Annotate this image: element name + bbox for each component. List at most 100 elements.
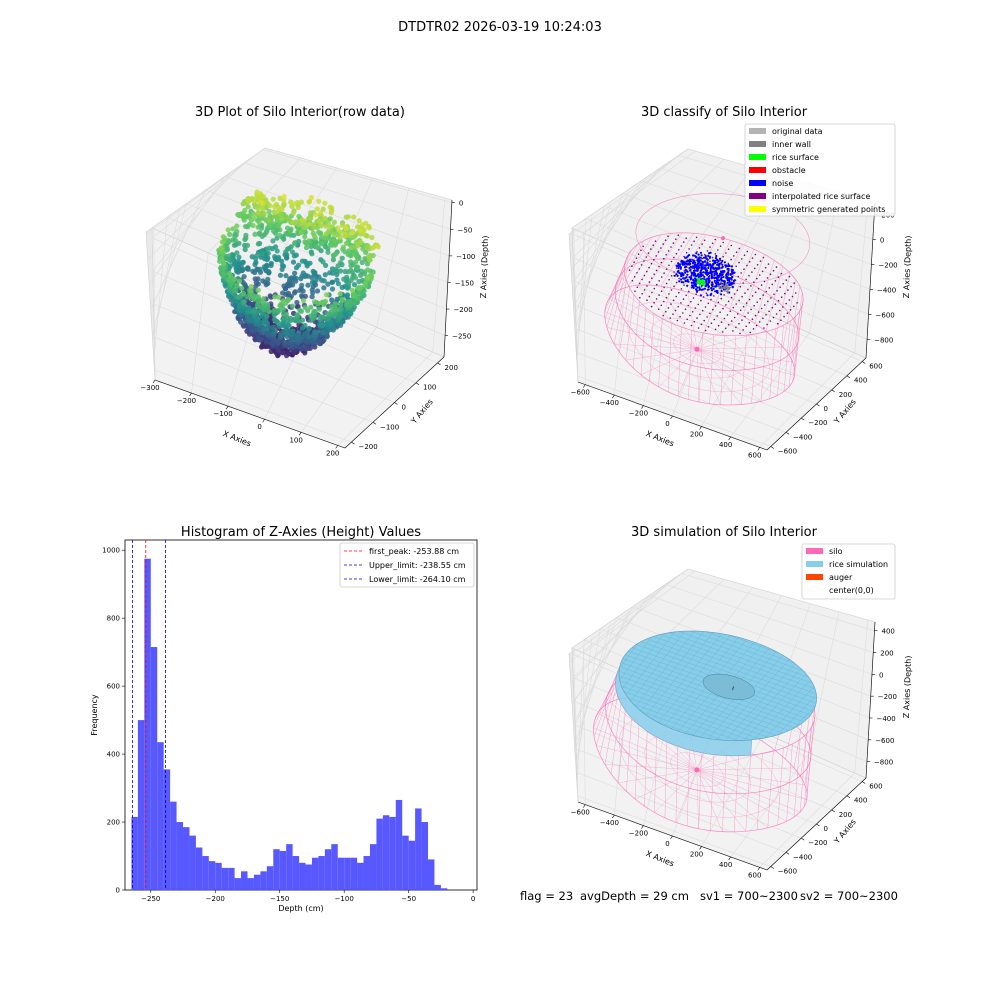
panel1-data-point xyxy=(317,231,324,237)
panel2-silo-wall-line xyxy=(765,266,784,332)
panel2-interpolated-point xyxy=(655,255,657,257)
panel2-silo-floor-spoke xyxy=(637,285,698,350)
panel2-interpolated-point xyxy=(699,313,701,316)
panel2-noise-point xyxy=(694,283,697,286)
panel2-interpolated-point xyxy=(698,247,701,249)
panel1-data-point xyxy=(221,271,227,277)
panel4-tick-label-y: 0 xyxy=(824,825,828,833)
panel1-data-point xyxy=(332,301,338,307)
panel1-data-point xyxy=(260,278,266,284)
panel2-noise-point xyxy=(718,274,721,277)
panel2-interpolated-point xyxy=(690,300,692,303)
panel2-interpolated-point xyxy=(730,258,732,261)
panel2-interpolated-point xyxy=(668,264,670,267)
panel2-noise-point xyxy=(679,278,683,281)
histogram-bar xyxy=(363,856,370,890)
panel1-data-point xyxy=(267,293,273,299)
panel1-tick-label-x: −300 xyxy=(140,384,159,392)
panel1-z-axis-line xyxy=(443,199,453,358)
panel1-data-point xyxy=(281,197,287,203)
panel1-data-point xyxy=(322,235,329,241)
legend-swatch-symmetric-generated-points xyxy=(749,206,766,212)
panel1-tick-label-x: −100 xyxy=(213,410,232,418)
panel2-noise-point xyxy=(696,286,699,289)
panel1-data-point xyxy=(316,306,323,312)
panel1-xlabel: X Axies xyxy=(222,429,253,448)
panel1-data-point xyxy=(234,228,240,235)
panel1-data-point xyxy=(291,253,297,259)
panel1-data-point xyxy=(344,299,350,305)
panel2-interpolated-point xyxy=(691,311,694,313)
panel2-interpolated-point xyxy=(665,310,667,313)
panel2-noise-point xyxy=(686,263,689,266)
histogram-bar xyxy=(337,857,345,890)
panel2-interpolated-point xyxy=(677,234,680,236)
panel1-data-point xyxy=(250,210,256,216)
panel2-noise-point xyxy=(728,277,731,280)
panel4-grid-z xyxy=(570,584,874,684)
panel2-interpolated-point xyxy=(698,289,700,292)
panel1-tick-label-y: −200 xyxy=(358,443,377,451)
panel4-tick-x xyxy=(641,825,644,829)
panel2-tick-x xyxy=(612,394,615,399)
panel1-data-point xyxy=(259,251,265,257)
panel2-interpolated-point xyxy=(704,329,707,332)
panel2-interpolated-point xyxy=(640,264,643,266)
panel2-interpolated-point xyxy=(693,321,696,323)
panel4-rice-mesh-line xyxy=(753,679,811,740)
panel3-ticks: −250 −200 −150 −100 −50 0 0 200 400 600 800 1000 xyxy=(102,547,475,903)
panel1-data-point xyxy=(264,313,270,319)
panel4-xlabel: X Axies xyxy=(645,849,676,868)
panel1-data-point xyxy=(339,255,345,261)
panel4-silo-wall-line xyxy=(804,728,812,807)
panel4-silo-wall-line xyxy=(799,734,807,812)
panel1-data-point xyxy=(240,214,246,220)
histogram-bar xyxy=(202,856,209,890)
panel2-noise-point xyxy=(698,275,702,278)
panel1-tick-x xyxy=(225,405,229,410)
panel2-tick-y xyxy=(785,432,790,435)
panel2-interpolated-point xyxy=(750,285,752,287)
panel1-tick-label-y: 200 xyxy=(445,364,458,372)
panel2-noise-point xyxy=(707,263,710,267)
panel2-noise-point xyxy=(693,282,696,285)
panel1-data-point xyxy=(248,284,254,290)
panel1-data-point xyxy=(243,235,249,241)
panel2-noise-point xyxy=(724,264,727,267)
panel2-silo-floor-spoke xyxy=(696,349,795,376)
panel2-noise-point xyxy=(725,276,728,279)
panel1-data-point xyxy=(351,293,357,299)
panel2-noise-point xyxy=(706,261,709,264)
panel1-tick-label-y: 0 xyxy=(402,404,406,412)
panel1-data-point xyxy=(272,256,278,262)
panel1-data-point xyxy=(259,199,265,205)
panel1-data-point xyxy=(252,284,259,290)
histogram-bar xyxy=(137,720,145,890)
panel2-silo-top-mark xyxy=(721,236,726,241)
panel2-interpolated-point xyxy=(751,295,754,297)
panel1-data-point xyxy=(270,324,276,330)
panel2-noise-point xyxy=(693,271,696,275)
panel1-data-point xyxy=(360,222,366,228)
panel1-data-point xyxy=(286,351,292,357)
panel2-silo-wall-line xyxy=(609,274,626,336)
panel1-data-point xyxy=(295,337,301,343)
panel2-noise-point xyxy=(710,277,713,280)
panel2-inner-wall-point xyxy=(724,285,727,288)
panel2-interpolated-point xyxy=(640,249,642,252)
panel2-silo-wall-line xyxy=(782,279,796,347)
panel2-interpolated-point xyxy=(683,322,686,324)
panel4-silo-wall-line xyxy=(722,755,727,832)
panel2-interpolated-point xyxy=(663,272,665,274)
panel1-data-point xyxy=(329,297,335,303)
histogram-bar xyxy=(357,862,364,890)
panel2-noise-point xyxy=(710,287,713,290)
panel1-data-point xyxy=(225,237,231,243)
panel2-interpolated-point xyxy=(754,314,757,317)
panel2-interpolated-point xyxy=(759,260,762,262)
panel1-data-point xyxy=(335,225,341,231)
panel2-silo-wall-line xyxy=(742,254,765,316)
panel1-data-point xyxy=(261,306,267,312)
panel2-interpolated-point xyxy=(670,260,673,263)
panel3-bars xyxy=(131,558,448,890)
